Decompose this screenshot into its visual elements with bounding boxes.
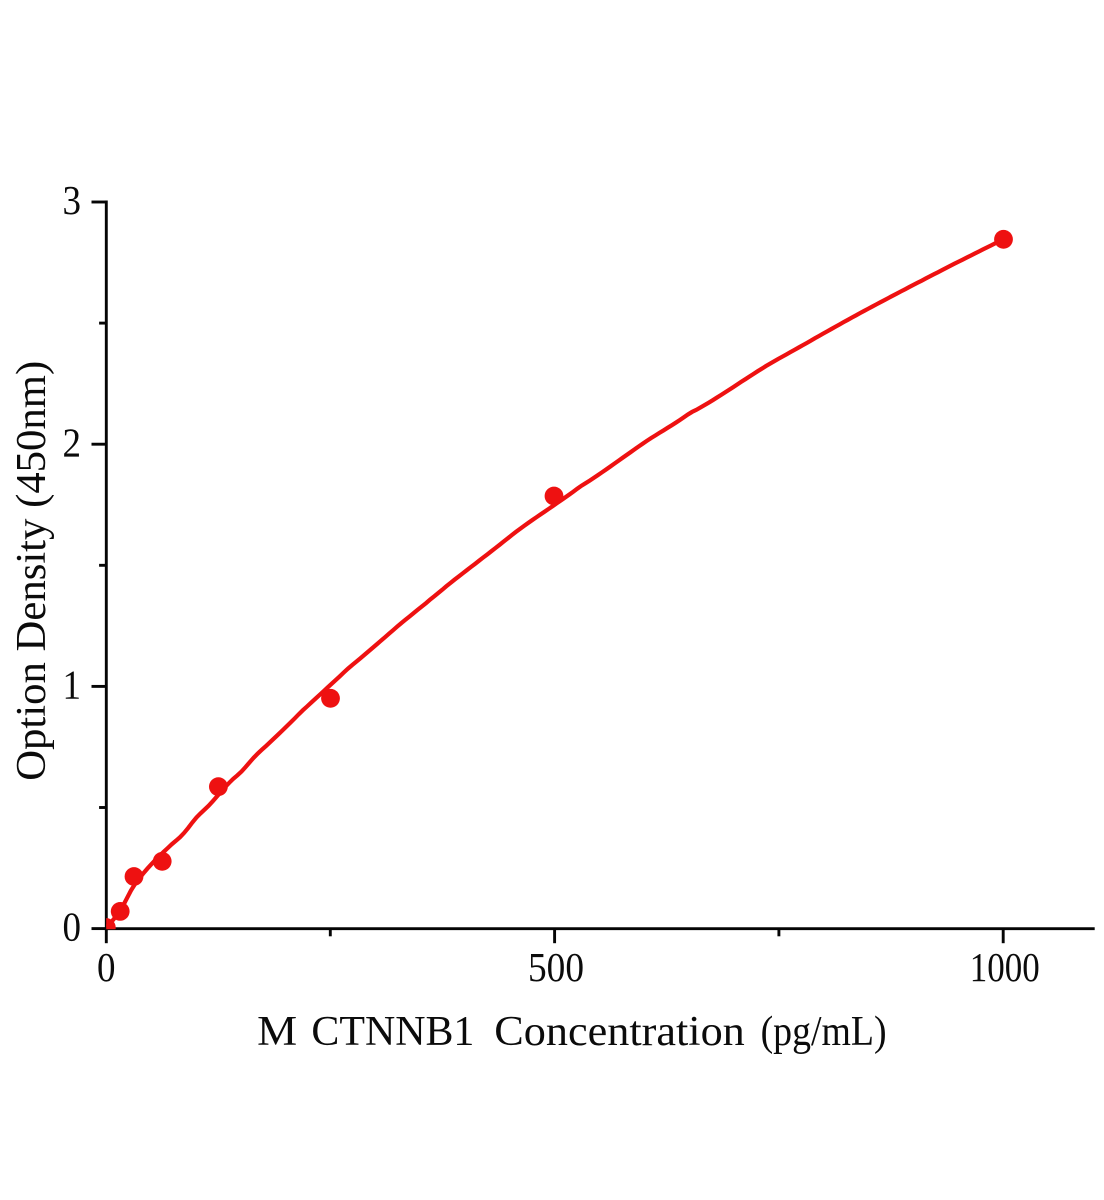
svg-text:2: 2 — [63, 419, 82, 465]
svg-text:0: 0 — [97, 944, 116, 990]
svg-text:3: 3 — [63, 177, 82, 223]
svg-text:CTNNB1: CTNNB1 — [311, 1008, 474, 1055]
svg-text:1: 1 — [63, 662, 82, 708]
svg-text:500: 500 — [528, 944, 584, 990]
svg-text:(pg/mL): (pg/mL) — [761, 1008, 887, 1055]
svg-text:1000: 1000 — [970, 944, 1040, 990]
svg-text:Option Density (450nm): Option Density (450nm) — [8, 361, 55, 781]
svg-text:0: 0 — [63, 904, 82, 950]
svg-text:Concentration: Concentration — [494, 1008, 745, 1055]
svg-text:M: M — [257, 1008, 297, 1055]
